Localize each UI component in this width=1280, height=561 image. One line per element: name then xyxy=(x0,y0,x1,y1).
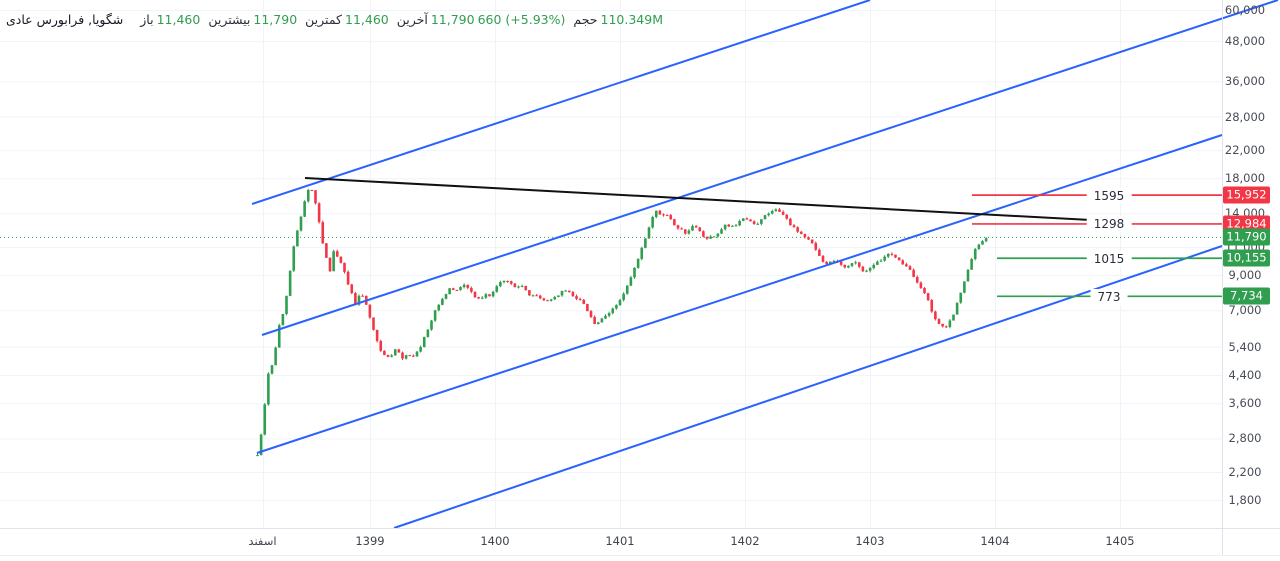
y-axis-tick: 2,200 xyxy=(1228,465,1262,480)
ray-label-1015[interactable]: 1015 xyxy=(1086,250,1132,267)
last-label: آخرین xyxy=(396,11,428,27)
x-axis-tick: اسفند xyxy=(248,534,277,548)
open-label: باز xyxy=(140,11,154,27)
y-axis-tick: 2,800 xyxy=(1228,431,1262,446)
price-scale-border[interactable] xyxy=(1222,0,1223,556)
y-axis-tick: 9,000 xyxy=(1228,268,1262,283)
x-axis-tick: 1401 xyxy=(605,534,635,548)
last-value: 11,790 xyxy=(430,11,475,27)
y-axis-tick: 4,400 xyxy=(1228,368,1262,383)
y-axis-tick: 60,000 xyxy=(1224,3,1266,17)
y-axis-tick: 1,800 xyxy=(1228,493,1262,508)
volume-value: 110.349M xyxy=(600,11,663,27)
price-badge-15952: 15,952 xyxy=(1223,186,1270,204)
blue-channel-line-4[interactable] xyxy=(393,245,1223,529)
x-axis-tick: 1399 xyxy=(355,534,385,548)
volume-label: حجم xyxy=(573,11,598,27)
black-trendline[interactable] xyxy=(304,177,1129,223)
x-axis-tick: 1402 xyxy=(730,534,760,548)
blue-channel-line-1[interactable] xyxy=(251,0,871,205)
x-axis-tick: 1403 xyxy=(855,534,885,548)
y-axis-tick: 18,000 xyxy=(1224,171,1266,186)
change-value: 660 (+5.93%) xyxy=(477,11,566,27)
ohlc-legend: شگویا, فرابورس عادی باز 11,460 بیشترین 1… xyxy=(6,10,663,28)
blue-channel-line-3[interactable] xyxy=(256,134,1223,454)
y-axis-tick: 3,600 xyxy=(1228,396,1262,411)
low-value: 11,460 xyxy=(345,11,389,27)
x-axis-tick: 1405 xyxy=(1105,534,1135,548)
high-value: 11,790 xyxy=(253,11,298,27)
price-badge-12984: 12,984 xyxy=(1223,215,1270,233)
y-axis-tick: 28,000 xyxy=(1224,109,1266,124)
symbol-title[interactable]: شگویا, فرابورس عادی xyxy=(6,11,124,27)
ray-label-1298[interactable]: 1298 xyxy=(1086,216,1132,233)
open-value: 11,460 xyxy=(156,11,201,27)
last-price-badge: 11,790 xyxy=(1223,228,1270,246)
blue-channel-line-2[interactable] xyxy=(261,0,1279,336)
ray-label-1595[interactable]: 1595 xyxy=(1086,187,1132,204)
ray-label-773[interactable]: 773 xyxy=(1090,288,1128,305)
x-axis-tick: 1404 xyxy=(980,534,1010,548)
candlesticks xyxy=(256,188,988,457)
low-label: کمترین xyxy=(305,11,342,27)
y-axis-tick: 5,400 xyxy=(1228,339,1262,354)
y-axis-tick: 36,000 xyxy=(1224,74,1266,89)
x-axis-tick: 1400 xyxy=(480,534,510,548)
y-axis-tick: 7,000 xyxy=(1228,303,1262,318)
price-badge-10155: 10,155 xyxy=(1223,249,1270,267)
time-scale-border[interactable] xyxy=(0,528,1280,529)
price-badge-7734: 7,734 xyxy=(1223,287,1270,305)
y-axis-tick: 48,000 xyxy=(1224,34,1266,49)
high-label: بیشترین xyxy=(208,11,251,27)
bottom-edge-line xyxy=(0,555,1280,556)
y-axis-tick: 22,000 xyxy=(1224,143,1266,158)
